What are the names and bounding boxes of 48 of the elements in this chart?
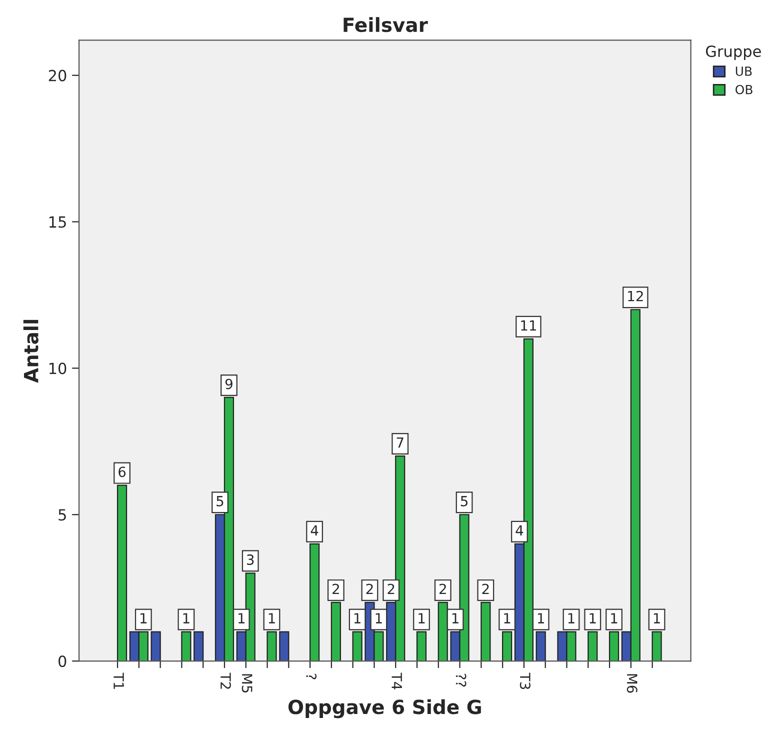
data-label: 1 <box>183 613 190 624</box>
y-axis-title: Antall <box>23 320 38 383</box>
y-tick-label: 0 <box>58 656 66 668</box>
y-tick-label: 20 <box>48 70 66 82</box>
data-label: 1 <box>590 613 596 624</box>
data-label: 2 <box>366 584 373 594</box>
data-label: 7 <box>396 437 404 448</box>
data-label: 6 <box>118 466 126 478</box>
data-label: 4 <box>516 525 524 536</box>
data-label: 1 <box>354 613 360 624</box>
x-tick-label: M5 <box>242 674 252 692</box>
data-label: 1 <box>376 613 382 624</box>
data-label: 5 <box>216 496 224 506</box>
data-label: 1 <box>418 613 425 624</box>
y-tick-label: 15 <box>49 216 66 228</box>
x-tick-label: T2 <box>220 672 231 689</box>
data-label: 2 <box>388 584 394 594</box>
data-label: 1 <box>238 613 245 624</box>
data-label: 5 <box>460 496 468 506</box>
chart-title: Feilsvar <box>344 17 428 32</box>
data-label: 1 <box>452 613 458 624</box>
data-label: 1 <box>654 613 660 624</box>
y-tick-label: 10 <box>49 362 66 374</box>
data-label: 4 <box>310 525 318 536</box>
legend-label: UB <box>736 66 752 76</box>
data-label: 1 <box>140 613 147 624</box>
data-label: 11 <box>521 320 536 330</box>
data-label: 9 <box>225 378 232 390</box>
data-label: 1 <box>268 613 275 624</box>
data-label: 1 <box>611 613 618 624</box>
data-label: 1 <box>504 613 510 624</box>
data-label: 1 <box>538 613 544 624</box>
data-label: 2 <box>332 584 339 594</box>
y-tick-label: 5 <box>58 509 66 521</box>
legend-label: OB <box>736 84 752 94</box>
legend-title: Gruppe <box>706 46 761 60</box>
data-label: 12 <box>628 290 643 302</box>
x-tick-label: T1 <box>114 672 124 689</box>
data-label: 3 <box>247 554 254 565</box>
data-label: 2 <box>482 584 489 594</box>
x-tick-label: M6 <box>626 674 638 693</box>
x-tick-label: ?? <box>456 674 466 687</box>
x-axis-title: Oppgave 6 Side G <box>288 699 481 718</box>
x-tick-label: T3 <box>520 672 530 690</box>
data-label: 2 <box>439 584 446 594</box>
x-tick-label: ? <box>306 674 317 680</box>
data-label: 1 <box>568 613 574 624</box>
x-tick-label: T4 <box>392 672 402 690</box>
